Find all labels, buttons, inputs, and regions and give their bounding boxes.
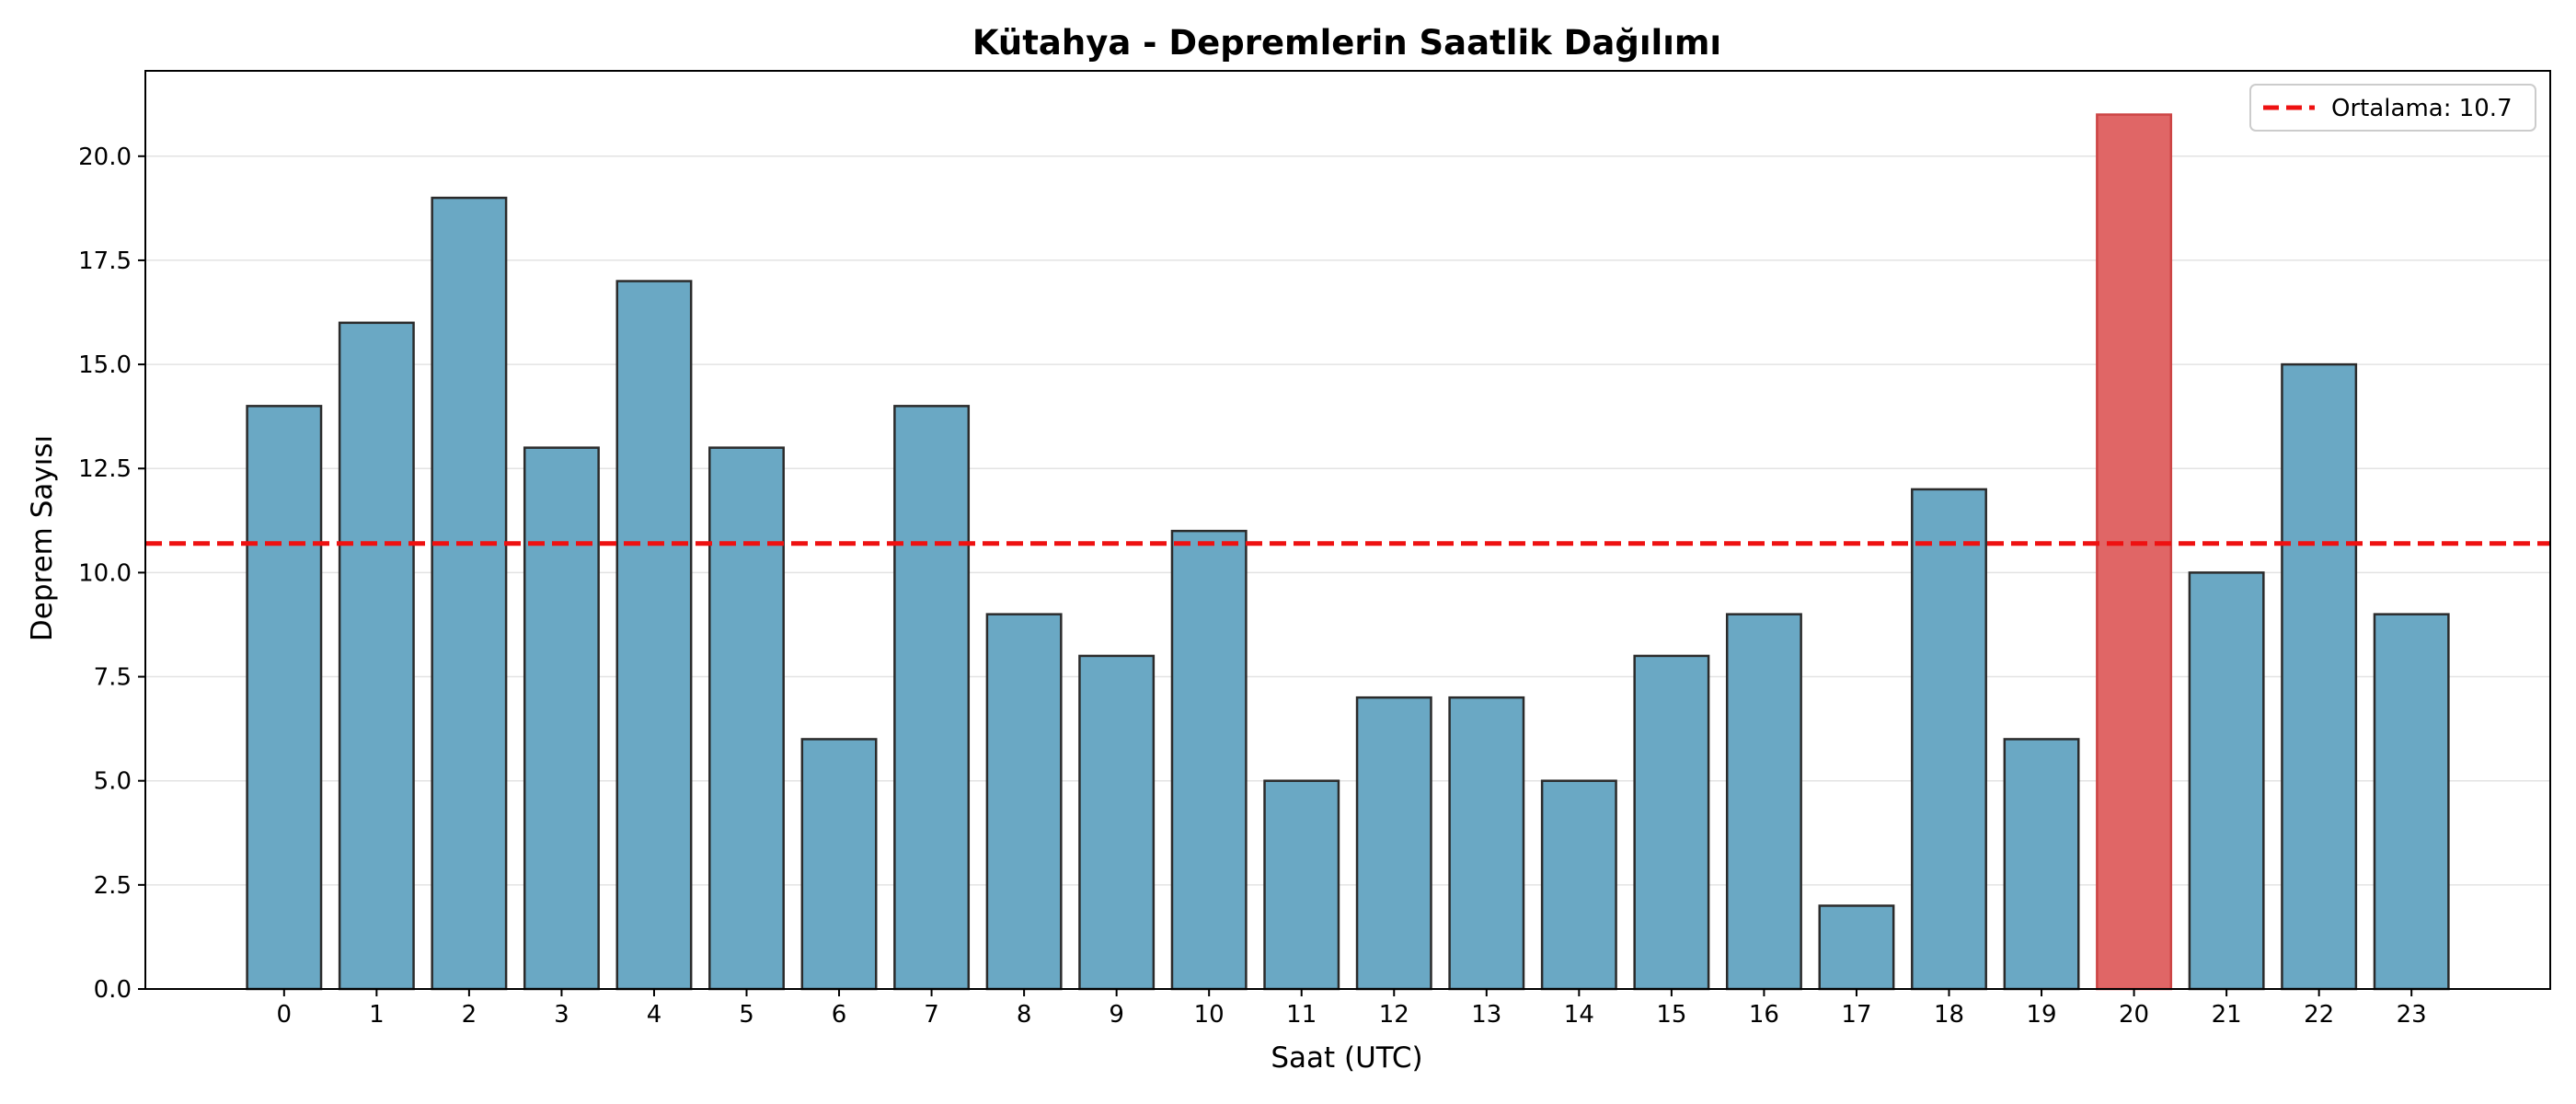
y-tick-label: 17.5 <box>78 247 132 275</box>
x-tick-label: 15 <box>1656 1001 1686 1029</box>
x-tick-label: 23 <box>2397 1001 2427 1029</box>
y-tick-label: 15.0 <box>78 351 132 379</box>
x-tick-label: 3 <box>554 1001 569 1029</box>
bar-hour-7 <box>893 405 971 991</box>
bar-hour-22 <box>2281 362 2358 991</box>
x-tick-label: 2 <box>462 1001 477 1029</box>
bar-hour-19 <box>2003 738 2080 991</box>
x-tick-label: 16 <box>1749 1001 1779 1029</box>
x-tick-label: 21 <box>2212 1001 2242 1029</box>
y-tick-label: 10.0 <box>78 559 132 587</box>
legend: Ortalama: 10.7 <box>2249 84 2536 132</box>
bar-hour-12 <box>1355 696 1432 991</box>
y-tick-label: 20.0 <box>78 144 132 171</box>
bars <box>246 113 2450 991</box>
bar-hour-8 <box>985 613 1063 991</box>
x-tick-label: 1 <box>369 1001 385 1029</box>
x-axis-ticks: 0 1 2 3 4 5 6 7 8 9 10 11 12 13 14 15 16 17 18 19 20 21 22 23 <box>277 989 2427 1029</box>
x-tick-label: 0 <box>277 1001 293 1029</box>
bar-hour-5 <box>708 446 785 991</box>
x-tick-label: 14 <box>1564 1001 1594 1029</box>
bar-hour-23 <box>2373 613 2450 991</box>
x-tick-label: 5 <box>739 1001 754 1029</box>
x-tick-label: 22 <box>2304 1001 2334 1029</box>
x-tick-label: 19 <box>2026 1001 2056 1029</box>
bar-hour-16 <box>1725 613 1802 991</box>
x-tick-label: 17 <box>1841 1001 1871 1029</box>
bar-hour-3 <box>523 446 600 991</box>
chart-title: Kütahya - Depremlerin Saatlik Dağılımı <box>972 23 1721 63</box>
bar-hour-13 <box>1448 696 1525 991</box>
bar-hour-0 <box>246 405 323 991</box>
y-tick-label: 12.5 <box>78 455 132 483</box>
y-tick-label: 2.5 <box>94 872 132 900</box>
bar-hour-15 <box>1633 654 1710 991</box>
x-tick-label: 18 <box>1934 1001 1964 1029</box>
bar-hour-6 <box>800 738 878 991</box>
x-tick-label: 8 <box>1017 1001 1032 1029</box>
y-tick-label: 0.0 <box>94 976 132 1004</box>
x-tick-label: 4 <box>647 1001 662 1029</box>
bar-hour-14 <box>1540 779 1617 991</box>
bar-hour-17 <box>1818 904 1895 991</box>
bar-hour-9 <box>1078 654 1156 991</box>
bar-hour-11 <box>1263 779 1340 991</box>
y-axis-label: Deprem Sayısı <box>26 435 59 641</box>
legend-label: Ortalama: 10.7 <box>2331 95 2513 122</box>
x-tick-label: 13 <box>1471 1001 1501 1029</box>
legend-box <box>2249 84 2536 132</box>
y-tick-label: 5.0 <box>94 768 132 796</box>
y-axis-ticks: 0.0 2.5 5.0 7.5 10.0 12.5 15.0 17.5 20.0 <box>78 144 145 1004</box>
x-axis-label: Saat (UTC) <box>1271 1041 1422 1075</box>
y-tick-label: 7.5 <box>94 664 132 692</box>
bar-hour-20 <box>2096 113 2173 991</box>
x-tick-label: 12 <box>1379 1001 1409 1029</box>
bar-hour-2 <box>431 196 508 991</box>
bar-hour-18 <box>1911 488 1987 991</box>
x-tick-label: 20 <box>2119 1001 2149 1029</box>
plot-frame <box>144 70 2551 990</box>
bar-hour-1 <box>338 321 415 991</box>
bar-hour-10 <box>1170 529 1248 991</box>
bar-hour-21 <box>2188 571 2265 991</box>
x-tick-label: 11 <box>1286 1001 1317 1029</box>
x-tick-label: 9 <box>1109 1001 1124 1029</box>
bar-hour-4 <box>615 280 693 991</box>
x-tick-label: 6 <box>832 1001 847 1029</box>
x-tick-label: 10 <box>1194 1001 1225 1029</box>
x-tick-label: 7 <box>924 1001 939 1029</box>
